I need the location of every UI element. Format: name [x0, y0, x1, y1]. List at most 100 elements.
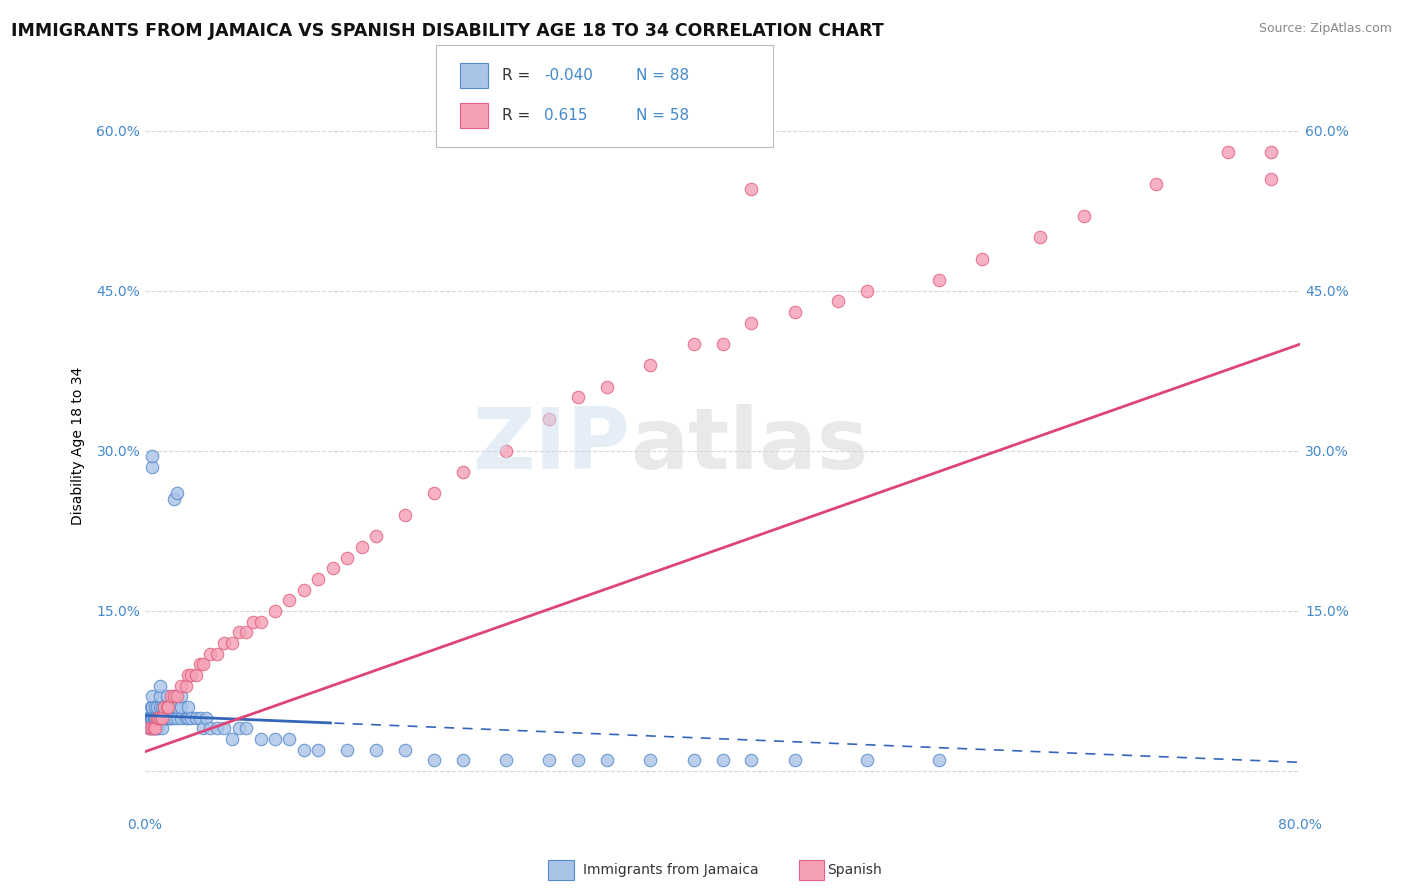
Point	[278, 593, 301, 607]
Point	[163, 689, 186, 703]
Point	[146, 710, 169, 724]
Point	[177, 668, 200, 682]
Point	[148, 710, 170, 724]
Point	[249, 731, 271, 746]
Point	[141, 459, 163, 474]
Point	[148, 699, 170, 714]
Point	[145, 710, 167, 724]
Point	[640, 359, 662, 373]
Point	[170, 689, 193, 703]
Point	[139, 710, 162, 724]
Point	[214, 721, 236, 735]
Point	[711, 753, 734, 767]
Point	[221, 731, 243, 746]
Point	[166, 699, 188, 714]
Point	[1260, 171, 1282, 186]
Point	[249, 615, 271, 629]
Point	[155, 710, 177, 724]
Point	[141, 710, 163, 724]
Point	[198, 647, 221, 661]
Text: 0.615: 0.615	[544, 109, 588, 123]
Point	[145, 710, 167, 724]
Point	[139, 699, 162, 714]
Point	[207, 721, 229, 735]
Point	[163, 710, 186, 724]
Point	[156, 710, 179, 724]
Point	[184, 668, 207, 682]
Text: -0.040: -0.040	[544, 69, 593, 83]
Point	[972, 252, 994, 266]
Text: N = 88: N = 88	[636, 69, 689, 83]
Point	[451, 753, 474, 767]
Point	[163, 491, 186, 506]
Text: Immigrants from Jamaica: Immigrants from Jamaica	[583, 863, 759, 877]
Point	[740, 753, 762, 767]
Point	[191, 657, 214, 672]
Point	[322, 561, 344, 575]
Point	[148, 710, 170, 724]
Point	[567, 391, 589, 405]
Point	[142, 721, 165, 735]
Point	[143, 710, 166, 724]
Point	[235, 721, 257, 735]
Point	[141, 689, 163, 703]
Point	[1216, 145, 1239, 160]
Point	[160, 710, 183, 724]
Point	[596, 753, 619, 767]
Point	[856, 753, 879, 767]
Point	[188, 657, 211, 672]
Point	[170, 699, 193, 714]
Point	[166, 689, 188, 703]
Point	[1073, 209, 1095, 223]
Point	[394, 508, 416, 522]
Point	[170, 710, 193, 724]
Point	[307, 742, 329, 756]
Point	[423, 486, 446, 500]
Point	[184, 710, 207, 724]
Text: atlas: atlas	[630, 404, 869, 487]
Point	[740, 316, 762, 330]
Point	[495, 443, 517, 458]
Point	[159, 710, 181, 724]
Point	[194, 710, 217, 724]
Point	[336, 742, 359, 756]
Point	[180, 710, 202, 724]
Text: Spanish: Spanish	[827, 863, 882, 877]
Point	[148, 689, 170, 703]
Point	[856, 284, 879, 298]
Point	[264, 604, 287, 618]
Point	[364, 529, 387, 543]
Point	[228, 721, 250, 735]
Point	[142, 710, 165, 724]
Point	[152, 710, 174, 724]
Point	[152, 710, 174, 724]
Point	[156, 699, 179, 714]
Point	[640, 753, 662, 767]
Point	[142, 710, 165, 724]
Point	[174, 710, 197, 724]
Point	[451, 465, 474, 479]
Point	[136, 710, 159, 724]
Point	[146, 710, 169, 724]
Point	[160, 699, 183, 714]
Point	[156, 699, 179, 714]
Point	[538, 412, 561, 426]
Point	[307, 572, 329, 586]
Point	[153, 699, 176, 714]
Point	[682, 753, 704, 767]
Point	[264, 731, 287, 746]
Point	[160, 689, 183, 703]
Point	[292, 582, 315, 597]
Text: R =: R =	[502, 109, 536, 123]
Point	[596, 380, 619, 394]
Point	[139, 721, 162, 735]
Point	[1144, 177, 1167, 191]
Point	[394, 742, 416, 756]
Point	[740, 182, 762, 196]
Text: Source: ZipAtlas.com: Source: ZipAtlas.com	[1258, 22, 1392, 36]
Point	[145, 721, 167, 735]
Point	[153, 699, 176, 714]
Point	[711, 337, 734, 351]
Point	[180, 668, 202, 682]
Point	[152, 699, 174, 714]
